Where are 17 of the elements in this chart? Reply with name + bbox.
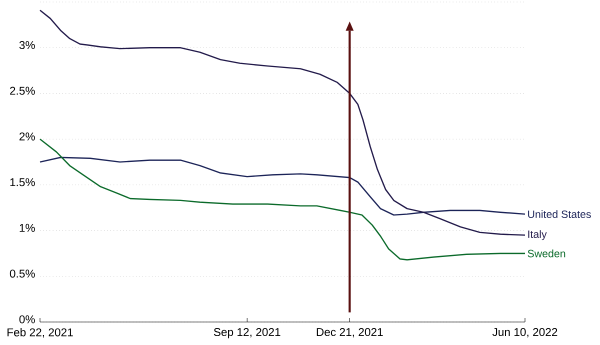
y-tick-label: 3% <box>19 41 35 50</box>
y-tick-label: 0.5% <box>10 270 35 278</box>
y-tick-label: 2.5% <box>10 86 35 95</box>
x-tick-label: Jun 10, 2022 <box>492 328 558 338</box>
line-series <box>39 138 526 260</box>
x-tick-label: Feb 22, 2021 <box>8 328 73 338</box>
y-tick-label: 0% <box>19 315 35 324</box>
x-tick-label: Dec 21, 2021 <box>316 328 383 338</box>
y-tick-label: 1% <box>20 224 35 232</box>
series-label: United States <box>528 210 591 218</box>
y-tick-label: 1.5% <box>10 178 35 186</box>
y-tick-label: 2% <box>19 132 35 140</box>
x-tick-label: Sep 12, 2021 <box>214 328 280 338</box>
series-label: Sweden <box>528 249 566 258</box>
line-series <box>39 10 526 236</box>
line-series <box>39 156 526 216</box>
series-label: Italy <box>528 230 547 240</box>
